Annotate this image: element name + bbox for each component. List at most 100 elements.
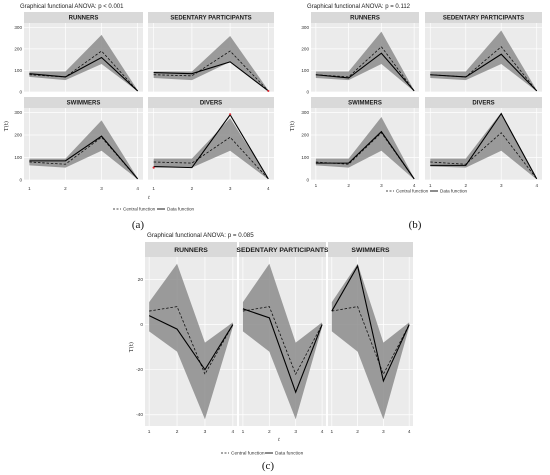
legend: Central function Data function <box>113 207 195 212</box>
envelope-band <box>153 118 269 180</box>
central-function-line <box>153 50 269 92</box>
y-tick-label: 100 <box>14 155 22 160</box>
facet-strip-label: SEDENTARY PARTICIPANTS <box>170 16 251 22</box>
x-tick-label: 2 <box>176 429 179 435</box>
data-function-line <box>242 308 323 394</box>
facet-strip <box>148 12 274 23</box>
x-tick-label: 3 <box>382 429 385 435</box>
facet-strip <box>24 12 143 23</box>
y-tick-label: 100 <box>301 68 309 73</box>
y-axis-label: T(t) <box>3 121 10 131</box>
chart-1: Graphical functional ANOVA: p = 0.112 T(t… <box>289 4 542 231</box>
data-function-line <box>331 264 410 383</box>
x-tick-label: 1 <box>148 429 151 435</box>
legend: Central function Data function <box>386 189 468 194</box>
y-tick-label: 300 <box>301 25 309 30</box>
y-tick-label: 0 <box>19 90 22 95</box>
facet-divers: DIVERS 1 2 3 4 <box>425 97 542 188</box>
envelope-band <box>315 117 415 180</box>
facet-strip <box>311 97 419 108</box>
x-tick-label: 4 <box>408 429 411 435</box>
facet-swimmers: SWIMMERS 0 100 200 300 1 2 3 4 <box>14 97 143 191</box>
x-tick-label: 1 <box>429 183 432 188</box>
x-tick-label: 4 <box>535 183 538 188</box>
x-tick-label: 2 <box>268 429 271 435</box>
chart-title: Graphical functional ANOVA: p < 0.001 <box>20 4 124 10</box>
facet-strip <box>311 12 419 23</box>
x-tick-label: 3 <box>229 186 232 191</box>
y-tick-label: 300 <box>301 110 309 115</box>
x-tick-label: 2 <box>464 183 467 188</box>
legend-data-label: Data function <box>440 189 468 194</box>
y-tick-label: 0 <box>306 90 309 95</box>
facet-strip <box>328 242 413 257</box>
legend-data-label: Data function <box>167 207 195 212</box>
x-tick-label: 3 <box>294 429 297 435</box>
legend-central-label: Central function <box>396 189 429 194</box>
legend-central-label: Central function <box>123 207 156 212</box>
y-tick-label: -20 <box>136 367 143 373</box>
x-tick-label: 4 <box>321 429 324 435</box>
outlier-point <box>267 89 270 93</box>
facet-divers: DIVERS 1 2 3 4 <box>148 97 274 191</box>
x-axis-label: t <box>278 437 281 443</box>
x-tick-label: 2 <box>347 183 350 188</box>
central-function-line <box>149 306 234 376</box>
x-tick-label: 1 <box>242 429 245 435</box>
envelope-band <box>242 263 323 420</box>
central-function-line <box>331 306 410 376</box>
envelope-band <box>149 263 233 420</box>
facet-strip <box>425 12 542 23</box>
envelope-band <box>331 263 410 420</box>
facet-runners: RUNNERS 0 100 200 300 <box>14 12 143 95</box>
facet-strip-label: SEDENTARY PARTICIPANTS <box>443 16 524 22</box>
y-tick-label: 200 <box>14 46 22 51</box>
panel-letter: (a) <box>132 219 145 231</box>
facet-strip <box>148 97 274 108</box>
data-function-line <box>153 113 269 180</box>
facet-sedentary-participants: SEDENTARY PARTICIPANTS 1 2 3 4 <box>236 242 329 435</box>
legend: Central function Data function <box>221 451 304 457</box>
x-tick-label: 4 <box>232 429 235 435</box>
data-function-line <box>153 61 269 92</box>
data-function-line <box>315 52 415 92</box>
facet-swimmers: SWIMMERS 1 2 3 4 <box>328 242 413 435</box>
central-function-line <box>315 46 415 92</box>
y-tick-label: 0 <box>306 178 309 183</box>
envelope-band <box>315 31 415 92</box>
facet-strip-label: SWIMMERS <box>351 247 390 254</box>
legend-central-label: Central function <box>231 451 265 457</box>
x-tick-label: 3 <box>100 186 103 191</box>
y-tick-label: -40 <box>136 412 143 418</box>
envelope-band <box>29 120 138 180</box>
outlier-point <box>152 166 155 169</box>
x-tick-label: 1 <box>28 186 31 191</box>
x-tick-label: 1 <box>330 429 333 435</box>
data-function-line <box>430 112 538 180</box>
y-tick-label: 100 <box>301 155 309 160</box>
central-function-line <box>242 306 323 376</box>
x-tick-label: 3 <box>380 183 383 188</box>
y-tick-label: 100 <box>14 68 22 73</box>
facet-sedentary-participants: SEDENTARY PARTICIPANTS <box>148 12 274 93</box>
outlier-point <box>229 113 232 116</box>
facet-strip-label: SWIMMERS <box>348 101 382 107</box>
facet-runners: RUNNERS 0 100 200 300 <box>301 12 419 95</box>
facet-runners: RUNNERS -40 -20 0 20 1 2 3 4 <box>136 242 237 435</box>
data-function-line <box>148 315 234 371</box>
legend-data-label: Data function <box>275 451 304 457</box>
y-tick-label: 0 <box>140 322 143 328</box>
panel-letter: (c) <box>262 460 275 472</box>
facet-strip <box>239 242 326 257</box>
central-function-line <box>430 132 538 180</box>
facet-strip-label: DIVERS <box>200 101 222 107</box>
y-tick-label: 200 <box>14 133 22 138</box>
data-function-line <box>315 130 415 180</box>
facet-strip-label: SEDENTARY PARTICIPANTS <box>236 247 329 254</box>
x-tick-label: 1 <box>152 186 155 191</box>
facet-strip-label: RUNNERS <box>69 16 99 22</box>
x-tick-label: 2 <box>191 186 194 191</box>
facet-swimmers: SWIMMERS 0 100 200 300 1 2 3 4 <box>301 97 419 188</box>
x-tick-label: 4 <box>267 186 270 191</box>
